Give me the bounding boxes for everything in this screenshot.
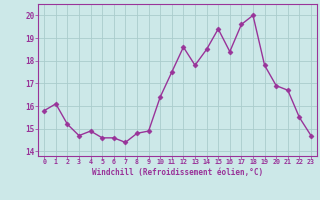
X-axis label: Windchill (Refroidissement éolien,°C): Windchill (Refroidissement éolien,°C): [92, 168, 263, 177]
